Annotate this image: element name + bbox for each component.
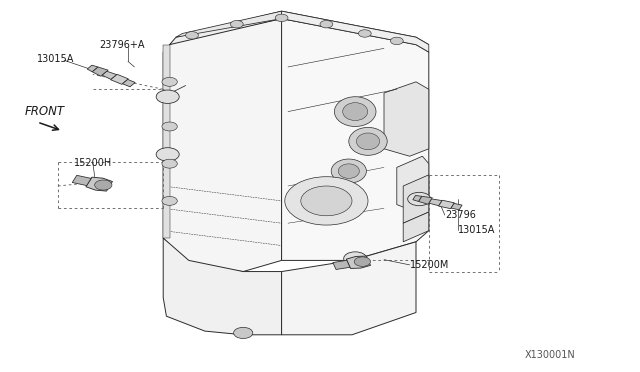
Polygon shape xyxy=(403,212,429,242)
Polygon shape xyxy=(72,175,91,186)
Polygon shape xyxy=(451,203,462,210)
Polygon shape xyxy=(403,175,429,223)
Polygon shape xyxy=(92,67,108,76)
Circle shape xyxy=(186,32,198,39)
Circle shape xyxy=(344,252,367,265)
Circle shape xyxy=(156,148,179,161)
Ellipse shape xyxy=(335,97,376,126)
Polygon shape xyxy=(111,74,129,84)
Ellipse shape xyxy=(339,164,360,178)
Polygon shape xyxy=(429,199,442,206)
Polygon shape xyxy=(413,196,422,202)
Polygon shape xyxy=(163,238,282,335)
Text: 15200H: 15200H xyxy=(74,157,112,167)
Circle shape xyxy=(354,257,371,266)
Polygon shape xyxy=(397,156,429,212)
Circle shape xyxy=(285,177,368,225)
Circle shape xyxy=(162,196,177,205)
Ellipse shape xyxy=(349,128,387,155)
Circle shape xyxy=(320,20,333,28)
Text: 15200M: 15200M xyxy=(410,260,449,270)
Polygon shape xyxy=(176,11,282,37)
Circle shape xyxy=(234,327,253,339)
Circle shape xyxy=(162,122,177,131)
Ellipse shape xyxy=(332,159,367,183)
Circle shape xyxy=(230,20,243,28)
Polygon shape xyxy=(163,19,282,272)
Polygon shape xyxy=(384,82,429,156)
Polygon shape xyxy=(438,200,454,209)
Polygon shape xyxy=(163,45,170,238)
Polygon shape xyxy=(282,11,429,52)
Circle shape xyxy=(95,180,112,190)
Circle shape xyxy=(301,186,352,216)
Polygon shape xyxy=(333,260,350,269)
Text: 23796+A: 23796+A xyxy=(99,40,145,50)
Circle shape xyxy=(275,14,288,22)
Text: FRONT: FRONT xyxy=(24,105,64,118)
Polygon shape xyxy=(102,71,116,79)
Polygon shape xyxy=(346,256,371,269)
Circle shape xyxy=(408,192,431,206)
Polygon shape xyxy=(86,177,113,191)
Text: 13015A: 13015A xyxy=(458,224,495,234)
Circle shape xyxy=(162,159,177,168)
Polygon shape xyxy=(87,65,98,72)
Circle shape xyxy=(358,30,371,37)
Polygon shape xyxy=(419,196,433,204)
Text: 13015A: 13015A xyxy=(37,54,74,64)
Circle shape xyxy=(390,37,403,45)
Polygon shape xyxy=(282,19,429,260)
Text: 23796: 23796 xyxy=(445,209,476,219)
Polygon shape xyxy=(282,242,416,335)
Polygon shape xyxy=(122,79,135,87)
Circle shape xyxy=(156,90,179,103)
Ellipse shape xyxy=(343,103,368,121)
Text: X130001N: X130001N xyxy=(525,350,575,360)
Circle shape xyxy=(162,77,177,86)
Polygon shape xyxy=(170,11,429,45)
Ellipse shape xyxy=(356,133,380,150)
